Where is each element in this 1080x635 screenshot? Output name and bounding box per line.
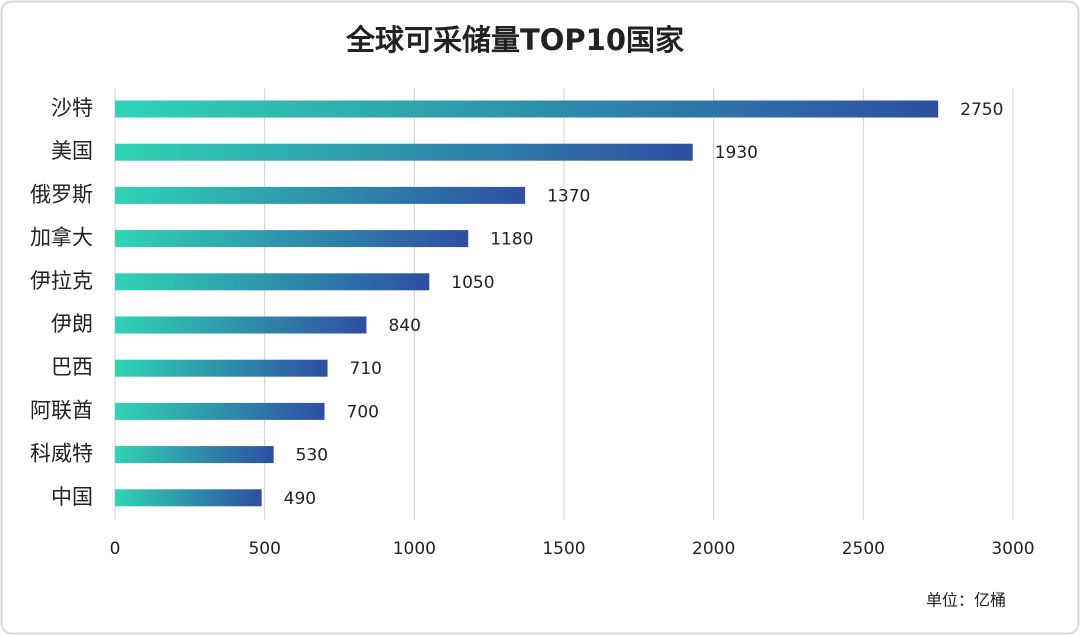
chart-title: 全球可采储量TOP10国家 (345, 23, 684, 57)
bar (115, 143, 693, 161)
x-tick-label: 1000 (393, 539, 436, 559)
bar (115, 230, 469, 248)
bar (115, 446, 274, 464)
bar (115, 489, 262, 507)
y-tick-label: 加拿大 (30, 226, 93, 250)
y-tick-label: 巴西 (51, 355, 93, 379)
bar (115, 273, 430, 291)
value-label: 490 (284, 489, 316, 509)
y-tick-label: 科威特 (30, 442, 93, 466)
bar (115, 402, 325, 420)
value-label: 710 (350, 359, 382, 379)
y-tick-label: 美国 (51, 139, 93, 163)
value-label: 700 (347, 402, 379, 422)
value-label: 1180 (490, 230, 533, 250)
x-tick-label: 0 (110, 539, 121, 559)
x-tick-label: 500 (248, 539, 280, 559)
x-tick-label: 2500 (842, 539, 885, 559)
y-tick-label: 伊朗 (51, 312, 93, 336)
x-tick-label: 1500 (542, 539, 585, 559)
bar (115, 359, 328, 377)
y-tick-label: 阿联酋 (30, 398, 93, 422)
value-label: 1370 (547, 186, 590, 206)
value-label: 840 (388, 316, 420, 336)
value-label: 1930 (715, 143, 758, 163)
y-tick-label: 伊拉克 (30, 269, 93, 293)
x-tick-label: 2000 (692, 539, 735, 559)
bar (115, 100, 939, 118)
bar (115, 186, 526, 204)
bar (115, 316, 367, 334)
y-tick-label: 俄罗斯 (30, 182, 93, 206)
unit-label: 单位：亿桶 (926, 591, 1006, 610)
y-tick-label: 中国 (51, 485, 93, 509)
y-tick-label: 沙特 (51, 96, 93, 120)
value-label: 2750 (960, 100, 1003, 120)
x-tick-label: 3000 (991, 539, 1034, 559)
value-label: 1050 (451, 273, 494, 293)
value-label: 530 (296, 446, 328, 466)
